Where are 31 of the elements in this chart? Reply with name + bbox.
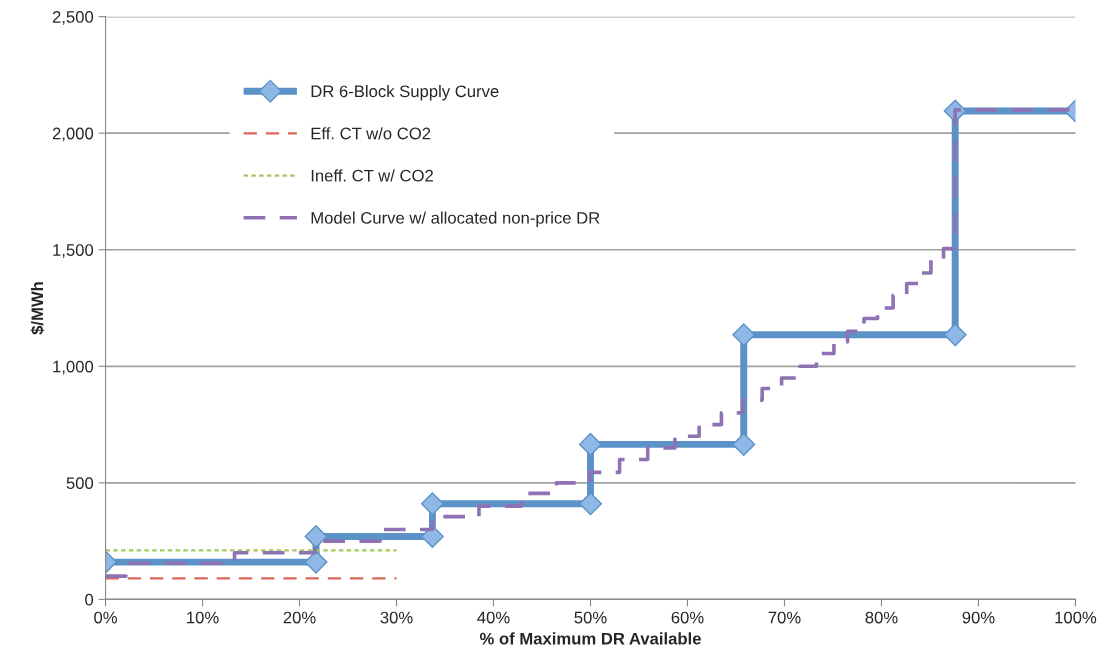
y-tick-label: 2,500 [52, 11, 94, 25]
x-tick-label: 100% [1055, 611, 1097, 624]
x-tick-label: 0% [94, 611, 117, 624]
x-tick-label: 40% [477, 611, 510, 624]
x-tick-label: 30% [380, 611, 413, 624]
point [420, 492, 444, 516]
y-axis-title: $/MWh [30, 282, 45, 335]
legend-label: Model Curve w/ allocated non-price DR [311, 211, 600, 228]
x-tick-label: 80% [865, 611, 898, 624]
y-tick-label: 0 [85, 593, 94, 606]
legend-label: DR 6-Block Supply Curve [311, 84, 499, 101]
y-tick-label: 1,000 [53, 360, 94, 375]
y-tick-label: 2,000 [52, 127, 94, 142]
x-tick-label: 50% [574, 611, 607, 624]
x-tick-label: 90% [962, 611, 995, 624]
point [943, 323, 967, 347]
x-tick-label: 60% [671, 611, 704, 624]
x-axis-title: % of Maximum DR Available [479, 632, 701, 645]
x-tick-label: 70% [768, 611, 801, 624]
x-tick-label: 20% [283, 611, 316, 624]
point [732, 432, 756, 456]
point [578, 432, 602, 456]
y-tick-label: 500 [66, 477, 94, 490]
legend-label: Ineff. CT w/ CO2 [311, 169, 433, 182]
point [304, 524, 328, 548]
point [578, 492, 602, 516]
point [732, 323, 756, 347]
legend-label: Eff. CT w/o CO2 [311, 127, 431, 140]
x-tick-label: 10% [187, 611, 219, 624]
point [304, 550, 328, 574]
y-tick-label: 1,500 [53, 244, 94, 258]
